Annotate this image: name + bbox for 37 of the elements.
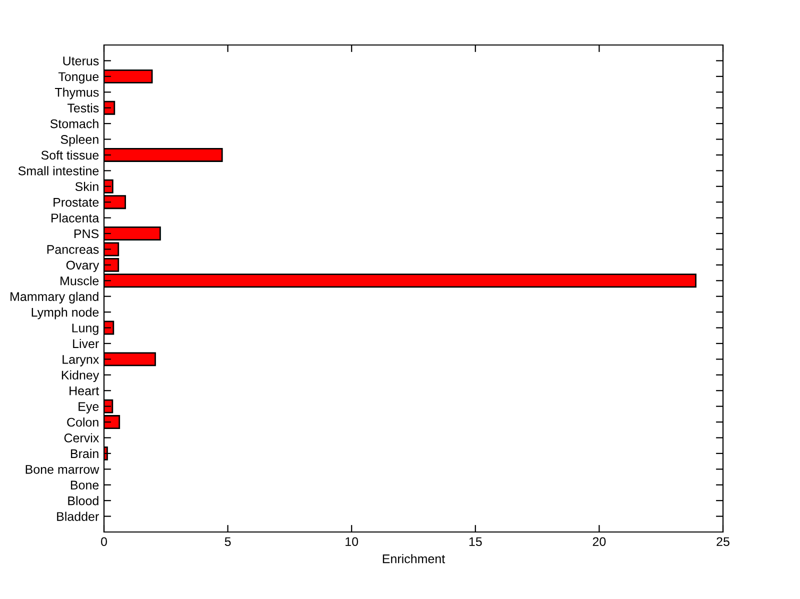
y-tick-label: Lymph node bbox=[32, 308, 99, 320]
y-tick-label: Uterus bbox=[63, 56, 99, 66]
y-tick-label: PNS bbox=[74, 229, 99, 238]
x-axis-title: Enrichment bbox=[382, 554, 446, 564]
y-tick-label: Skin bbox=[75, 182, 98, 192]
x-tick-label: 5 bbox=[224, 537, 231, 546]
y-tick-label: Kidney bbox=[62, 370, 100, 382]
x-tick-label: 25 bbox=[716, 537, 730, 546]
y-tick-label: Stomach bbox=[50, 119, 98, 128]
y-tick-label: Bone marrow bbox=[26, 465, 100, 474]
x-tick-label: 10 bbox=[346, 537, 358, 546]
y-tick-label: Larynx bbox=[62, 355, 100, 366]
y-tick-label: Cervix bbox=[64, 433, 100, 442]
y-tick-label: Pancreas bbox=[47, 245, 99, 254]
y-tick-label: Bone bbox=[70, 480, 99, 490]
y-tick-label: Thymus bbox=[54, 88, 99, 100]
y-tick-label: Ovary bbox=[66, 260, 100, 272]
x-tick-label: 20 bbox=[592, 537, 606, 546]
y-tick-label: Mammary gland bbox=[10, 292, 98, 304]
y-tick-label: Brain bbox=[70, 448, 98, 458]
x-tick-label: 15 bbox=[469, 537, 482, 546]
y-tick-label: Testis bbox=[67, 103, 99, 112]
x-tick-label: 0 bbox=[101, 537, 107, 546]
y-tick-label: Spleen bbox=[60, 134, 98, 146]
y-tick-label: Lung bbox=[72, 324, 98, 335]
y-tick-label: Placenta bbox=[52, 213, 100, 222]
y-tick-label: Prostate bbox=[54, 198, 99, 207]
y-tick-label: Eye bbox=[78, 402, 99, 414]
y-tick-label: Blood bbox=[68, 496, 98, 506]
y-tick-label: Heart bbox=[70, 386, 100, 396]
y-tick-label: Muscle bbox=[60, 276, 99, 286]
y-tick-label: Tongue bbox=[58, 72, 99, 84]
y-tick-label: Small intestine bbox=[18, 166, 99, 176]
y-tick-label: Liver bbox=[73, 338, 99, 348]
y-tick-label: Bladder bbox=[57, 512, 99, 521]
y-tick-label: Soft tissue bbox=[41, 150, 99, 160]
y-tick-label: Colon bbox=[67, 418, 98, 427]
